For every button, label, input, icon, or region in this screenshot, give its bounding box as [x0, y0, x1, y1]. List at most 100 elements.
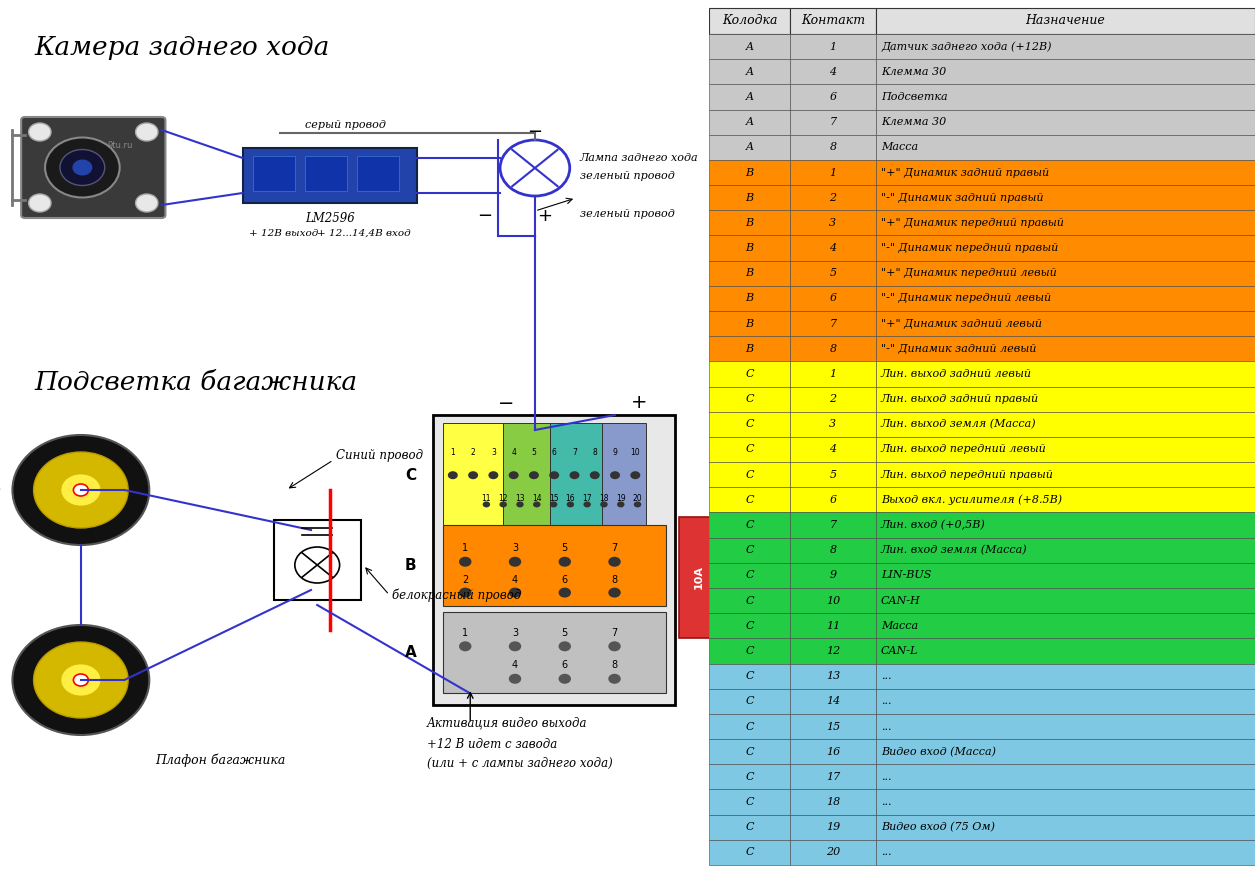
- Text: Лин. выход задний правый: Лин. выход задний правый: [881, 394, 1039, 404]
- Text: 9tu.ru: 9tu.ru: [108, 141, 133, 150]
- Text: 7: 7: [830, 520, 837, 530]
- Text: B: B: [745, 319, 753, 328]
- Circle shape: [508, 471, 518, 479]
- Bar: [356, 156, 399, 191]
- Text: Активация видео выхода: Активация видео выхода: [427, 717, 587, 730]
- Text: 5: 5: [830, 268, 837, 278]
- Text: 4: 4: [830, 243, 837, 253]
- Bar: [876, 613, 1255, 638]
- Text: Подсветка: Подсветка: [881, 92, 948, 102]
- Circle shape: [617, 501, 625, 507]
- Circle shape: [459, 588, 472, 598]
- Text: 6: 6: [830, 92, 837, 102]
- Bar: [876, 109, 1255, 134]
- Bar: [789, 387, 876, 412]
- Text: Колодка: Колодка: [722, 15, 777, 28]
- Bar: [789, 261, 876, 285]
- Circle shape: [60, 149, 104, 185]
- Circle shape: [550, 471, 560, 479]
- Bar: [709, 512, 789, 538]
- Bar: [709, 789, 789, 815]
- Circle shape: [29, 123, 51, 141]
- Text: Видео вход (75 Ом): Видео вход (75 Ом): [881, 822, 995, 832]
- Bar: [709, 714, 789, 739]
- Text: "+" Динамик передний правый: "+" Динамик передний правый: [881, 218, 1064, 228]
- Bar: [789, 663, 876, 689]
- Text: C: C: [745, 671, 754, 681]
- Bar: [789, 160, 876, 185]
- Text: 3: 3: [491, 448, 496, 457]
- Text: B: B: [745, 344, 753, 354]
- Bar: [876, 134, 1255, 160]
- Text: "+" Динамик задний левый: "+" Динамик задний левый: [881, 319, 1042, 328]
- Text: −: −: [497, 394, 513, 413]
- Bar: [550, 423, 602, 527]
- Text: 15: 15: [826, 721, 840, 732]
- Bar: [252, 156, 295, 191]
- Text: C: C: [745, 746, 754, 757]
- Bar: [876, 85, 1255, 109]
- Text: C: C: [745, 848, 754, 857]
- Text: A: A: [745, 42, 753, 52]
- Text: серый провод: серый провод: [305, 120, 385, 130]
- Text: 1: 1: [830, 168, 837, 177]
- Text: 8: 8: [830, 344, 837, 354]
- Bar: [789, 538, 876, 563]
- Bar: [876, 185, 1255, 210]
- Text: 19: 19: [826, 822, 840, 832]
- Bar: [789, 285, 876, 311]
- Text: 6: 6: [562, 575, 567, 586]
- Bar: [876, 261, 1255, 285]
- Text: C: C: [745, 570, 754, 581]
- Text: 3: 3: [512, 543, 518, 553]
- Circle shape: [61, 664, 100, 696]
- Text: C: C: [745, 470, 754, 479]
- Text: C: C: [745, 520, 754, 530]
- Text: A: A: [745, 142, 753, 152]
- Text: A: A: [745, 92, 753, 102]
- Text: A: A: [404, 645, 417, 660]
- Bar: [709, 487, 789, 512]
- Bar: [789, 638, 876, 663]
- Bar: [876, 8, 1255, 34]
- Text: +: +: [631, 394, 648, 413]
- Bar: [709, 538, 789, 563]
- Text: CAN-H: CAN-H: [881, 595, 921, 606]
- Text: Лин. выход земля (Масса): Лин. выход земля (Масса): [881, 419, 1037, 430]
- Text: 1: 1: [462, 543, 468, 553]
- Text: 20: 20: [826, 848, 840, 857]
- Bar: [502, 423, 550, 527]
- Text: LIN-BUS: LIN-BUS: [881, 570, 931, 581]
- Bar: [789, 311, 876, 336]
- Bar: [789, 59, 876, 85]
- Bar: [709, 336, 789, 361]
- Bar: [876, 285, 1255, 311]
- Text: 13: 13: [826, 671, 840, 681]
- Text: ...: ...: [881, 697, 891, 706]
- Bar: [789, 236, 876, 261]
- Bar: [876, 689, 1255, 714]
- Circle shape: [34, 452, 128, 528]
- Text: C: C: [745, 721, 754, 732]
- Text: Камера заднего хода: Камера заднего хода: [35, 35, 330, 60]
- Bar: [876, 236, 1255, 261]
- Text: C: C: [745, 595, 754, 606]
- Text: 18: 18: [599, 493, 609, 503]
- Bar: [876, 663, 1255, 689]
- Circle shape: [600, 501, 607, 507]
- Text: ...: ...: [881, 721, 891, 732]
- Text: Выход вкл. усилителя (+8.5В): Выход вкл. усилителя (+8.5В): [881, 495, 1062, 505]
- Text: 10А: 10А: [694, 566, 704, 589]
- Circle shape: [448, 471, 458, 479]
- Circle shape: [609, 642, 621, 651]
- Text: Масса: Масса: [881, 621, 919, 631]
- Text: C: C: [745, 797, 754, 807]
- Text: 3: 3: [512, 628, 518, 637]
- Text: 7: 7: [830, 117, 837, 127]
- Text: Плафон багажника: Плафон багажника: [156, 753, 286, 766]
- Circle shape: [468, 471, 478, 479]
- Circle shape: [13, 625, 149, 735]
- Text: 14: 14: [532, 493, 542, 503]
- Circle shape: [508, 642, 521, 651]
- Bar: [789, 840, 876, 865]
